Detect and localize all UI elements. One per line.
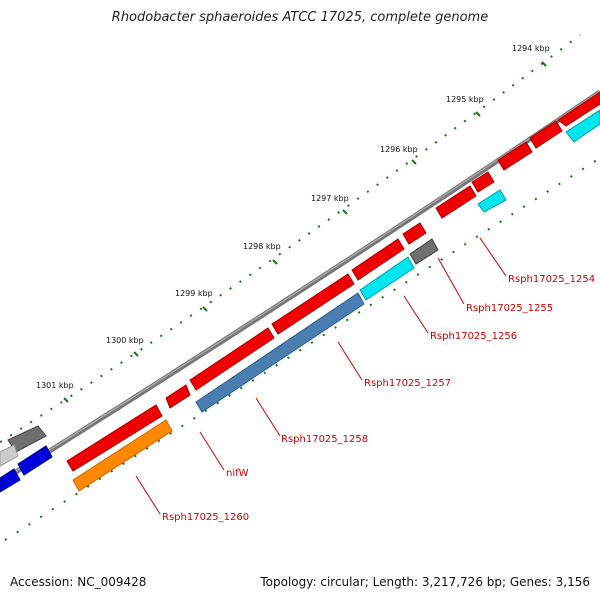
genome-stats-text: Topology: circular; Length: 3,217,726 bp…: [260, 575, 590, 589]
gene-cyan-3[interactable]: [359, 256, 415, 301]
gene-label-rsph1255[interactable]: Rsph17025_1255: [466, 303, 553, 314]
gene-label-rsph1257[interactable]: Rsph17025_1257: [364, 378, 451, 389]
gene-red-4[interactable]: [471, 171, 495, 193]
gene-label-rsph1256[interactable]: Rsph17025_1256: [430, 331, 517, 342]
kbp-label-1295: 1295 kbp: [446, 95, 484, 104]
gene-lightgray-left[interactable]: [0, 444, 19, 467]
kbp-label-1297: 1297 kbp: [311, 194, 349, 203]
gene-label-rsph1260[interactable]: Rsph17025_1260: [162, 512, 249, 523]
kbp-label-1294: 1294 kbp: [512, 44, 550, 53]
kbp-scale-arc: [0, 34, 581, 444]
map-title: Rhodobacter sphaeroides ATCC 17025, comp…: [111, 10, 489, 25]
accession-text: Accession: NC_009428: [10, 575, 147, 589]
reverse-strand-genes: [0, 109, 600, 493]
kbp-label-1298: 1298 kbp: [243, 242, 281, 251]
gene-gray-1[interactable]: [409, 238, 439, 265]
gene-red-3[interactable]: [497, 141, 533, 171]
gene-red-7[interactable]: [351, 238, 405, 281]
gene-red-5[interactable]: [435, 185, 477, 219]
gene-red-8[interactable]: [271, 273, 355, 335]
gene-red-11[interactable]: [66, 404, 163, 472]
gene-blue-left[interactable]: [17, 445, 53, 476]
kbp-label-1296: 1296 kbp: [380, 145, 418, 154]
genome-backbone-highlight: [0, 90, 600, 482]
kbp-label-1301: 1301 kbp: [36, 381, 74, 390]
gene-cyan-2[interactable]: [477, 189, 507, 213]
gene-orange-1[interactable]: [72, 419, 173, 492]
gene-steelblue-1[interactable]: [195, 292, 365, 413]
label-leader-lines: [135, 237, 507, 515]
forward-strand-genes: [0, 91, 600, 472]
gene-cyan-1[interactable]: [565, 109, 600, 143]
major-ticks: [63, 61, 547, 403]
kbp-label-1299: 1299 kbp: [175, 289, 213, 298]
gene-red-2[interactable]: [529, 120, 563, 149]
gene-red-10[interactable]: [165, 384, 191, 409]
gene-label-rsph1254[interactable]: Rsph17025_1254: [508, 274, 595, 285]
gene-red-1[interactable]: [557, 91, 600, 127]
genome-backbone: [0, 89, 600, 485]
gene-blue-left-2[interactable]: [0, 468, 21, 493]
gene-label-rsph1258[interactable]: Rsph17025_1258: [281, 434, 368, 445]
gene-label-nifw[interactable]: nifW: [226, 468, 249, 479]
gene-red-9[interactable]: [189, 327, 275, 391]
kbp-label-1300: 1300 kbp: [106, 336, 144, 345]
inner-dotted-arc: [4, 157, 600, 541]
gene-red-6[interactable]: [402, 222, 427, 245]
